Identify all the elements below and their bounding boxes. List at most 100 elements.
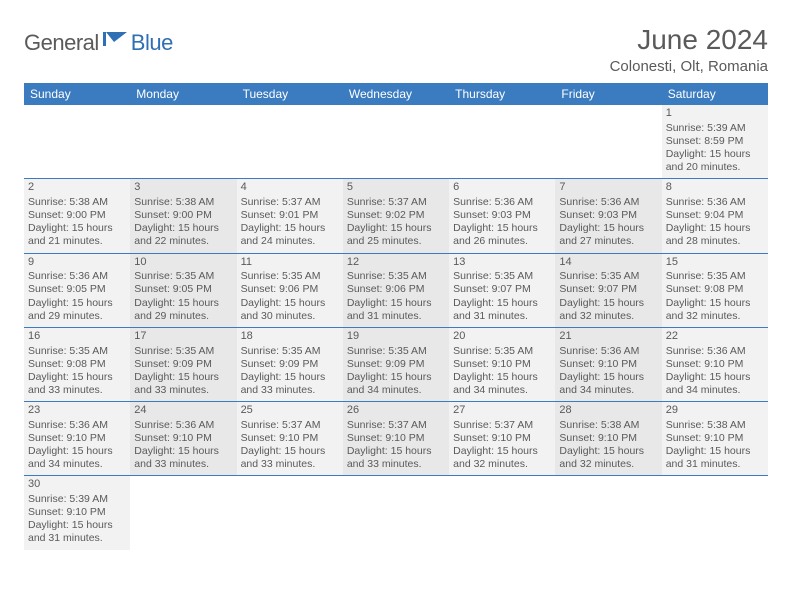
- calendar-cell: 9Sunrise: 5:36 AMSunset: 9:05 PMDaylight…: [24, 254, 130, 327]
- day-detail: Sunset: 9:10 PM: [28, 506, 126, 519]
- day-detail: and 34 minutes.: [347, 384, 445, 397]
- day-detail: Sunset: 8:59 PM: [666, 135, 764, 148]
- weekday-header: Tuesday: [237, 83, 343, 105]
- day-detail: Sunrise: 5:36 AM: [28, 270, 126, 283]
- calendar-cell: 11Sunrise: 5:35 AMSunset: 9:06 PMDayligh…: [237, 254, 343, 327]
- calendar-week: 1Sunrise: 5:39 AMSunset: 8:59 PMDaylight…: [24, 105, 768, 179]
- day-detail: Sunset: 9:01 PM: [241, 209, 339, 222]
- day-detail: Sunrise: 5:38 AM: [559, 419, 657, 432]
- day-detail: Daylight: 15 hours: [347, 222, 445, 235]
- day-number: 4: [241, 181, 339, 195]
- calendar-cell: [24, 105, 130, 178]
- weeks-container: 1Sunrise: 5:39 AMSunset: 8:59 PMDaylight…: [24, 105, 768, 550]
- day-detail: Sunrise: 5:38 AM: [28, 196, 126, 209]
- day-detail: and 21 minutes.: [28, 235, 126, 248]
- calendar-cell: 27Sunrise: 5:37 AMSunset: 9:10 PMDayligh…: [449, 402, 555, 475]
- day-detail: and 22 minutes.: [134, 235, 232, 248]
- day-detail: Sunset: 9:05 PM: [28, 283, 126, 296]
- day-detail: Daylight: 15 hours: [28, 222, 126, 235]
- day-detail: and 31 minutes.: [453, 310, 551, 323]
- day-detail: Sunset: 9:00 PM: [28, 209, 126, 222]
- calendar-cell: 4Sunrise: 5:37 AMSunset: 9:01 PMDaylight…: [237, 179, 343, 252]
- calendar-cell: 28Sunrise: 5:38 AMSunset: 9:10 PMDayligh…: [555, 402, 661, 475]
- weekday-header: Sunday: [24, 83, 130, 105]
- day-number: 16: [28, 330, 126, 344]
- day-number: 7: [559, 181, 657, 195]
- day-detail: Sunset: 9:05 PM: [134, 283, 232, 296]
- day-detail: and 34 minutes.: [559, 384, 657, 397]
- day-detail: Daylight: 15 hours: [241, 297, 339, 310]
- day-detail: Sunrise: 5:36 AM: [28, 419, 126, 432]
- day-detail: Daylight: 15 hours: [559, 297, 657, 310]
- weekday-header: Thursday: [449, 83, 555, 105]
- day-detail: Sunrise: 5:36 AM: [666, 345, 764, 358]
- day-detail: and 33 minutes.: [134, 458, 232, 471]
- day-detail: Daylight: 15 hours: [559, 222, 657, 235]
- title-block: June 2024 Colonesti, Olt, Romania: [610, 24, 768, 75]
- day-detail: Sunrise: 5:36 AM: [559, 345, 657, 358]
- weekday-header: Monday: [130, 83, 236, 105]
- calendar-cell: 2Sunrise: 5:38 AMSunset: 9:00 PMDaylight…: [24, 179, 130, 252]
- day-detail: Sunrise: 5:35 AM: [666, 270, 764, 283]
- day-detail: Daylight: 15 hours: [666, 371, 764, 384]
- day-detail: Daylight: 15 hours: [28, 371, 126, 384]
- day-detail: Daylight: 15 hours: [666, 222, 764, 235]
- day-detail: Daylight: 15 hours: [28, 519, 126, 532]
- day-detail: and 32 minutes.: [453, 458, 551, 471]
- calendar-week: 2Sunrise: 5:38 AMSunset: 9:00 PMDaylight…: [24, 179, 768, 253]
- weekday-header: Saturday: [662, 83, 768, 105]
- day-number: 15: [666, 256, 764, 270]
- day-detail: Daylight: 15 hours: [453, 445, 551, 458]
- calendar-cell: [662, 476, 768, 549]
- day-detail: Sunset: 9:10 PM: [453, 358, 551, 371]
- day-detail: Sunrise: 5:35 AM: [453, 270, 551, 283]
- calendar-cell: [555, 105, 661, 178]
- logo-flag-icon: [103, 29, 129, 52]
- day-number: 11: [241, 256, 339, 270]
- calendar-cell: 12Sunrise: 5:35 AMSunset: 9:06 PMDayligh…: [343, 254, 449, 327]
- day-detail: Daylight: 15 hours: [241, 222, 339, 235]
- day-detail: Sunrise: 5:35 AM: [28, 345, 126, 358]
- day-detail: Sunrise: 5:38 AM: [134, 196, 232, 209]
- day-detail: Daylight: 15 hours: [453, 371, 551, 384]
- day-detail: and 27 minutes.: [559, 235, 657, 248]
- day-detail: and 28 minutes.: [666, 235, 764, 248]
- day-detail: Sunset: 9:06 PM: [347, 283, 445, 296]
- month-title: June 2024: [610, 24, 768, 56]
- day-detail: and 32 minutes.: [559, 310, 657, 323]
- day-detail: Sunset: 9:00 PM: [134, 209, 232, 222]
- day-detail: Sunset: 9:10 PM: [666, 358, 764, 371]
- day-detail: and 34 minutes.: [28, 458, 126, 471]
- day-detail: Daylight: 15 hours: [28, 297, 126, 310]
- calendar-cell: [449, 105, 555, 178]
- calendar-cell: 30Sunrise: 5:39 AMSunset: 9:10 PMDayligh…: [24, 476, 130, 549]
- day-detail: Sunset: 9:10 PM: [559, 432, 657, 445]
- day-number: 1: [666, 107, 764, 121]
- day-detail: Sunrise: 5:37 AM: [453, 419, 551, 432]
- calendar-cell: 25Sunrise: 5:37 AMSunset: 9:10 PMDayligh…: [237, 402, 343, 475]
- day-detail: Sunset: 9:10 PM: [28, 432, 126, 445]
- day-detail: and 31 minutes.: [666, 458, 764, 471]
- day-detail: Sunset: 9:08 PM: [28, 358, 126, 371]
- calendar-cell: 6Sunrise: 5:36 AMSunset: 9:03 PMDaylight…: [449, 179, 555, 252]
- day-detail: Sunrise: 5:35 AM: [241, 270, 339, 283]
- day-detail: Sunrise: 5:38 AM: [666, 419, 764, 432]
- day-detail: Daylight: 15 hours: [666, 148, 764, 161]
- day-number: 14: [559, 256, 657, 270]
- calendar-cell: [237, 105, 343, 178]
- day-detail: and 33 minutes.: [347, 458, 445, 471]
- day-number: 18: [241, 330, 339, 344]
- day-detail: Sunset: 9:03 PM: [559, 209, 657, 222]
- day-detail: Daylight: 15 hours: [28, 445, 126, 458]
- day-number: 19: [347, 330, 445, 344]
- day-detail: Sunset: 9:07 PM: [453, 283, 551, 296]
- day-detail: Sunset: 9:04 PM: [666, 209, 764, 222]
- calendar-grid: SundayMondayTuesdayWednesdayThursdayFrid…: [24, 83, 768, 550]
- calendar-week: 16Sunrise: 5:35 AMSunset: 9:08 PMDayligh…: [24, 328, 768, 402]
- day-detail: and 34 minutes.: [666, 384, 764, 397]
- day-detail: Sunset: 9:10 PM: [347, 432, 445, 445]
- day-number: 6: [453, 181, 551, 195]
- logo-text-blue: Blue: [131, 30, 173, 56]
- day-detail: Sunrise: 5:35 AM: [241, 345, 339, 358]
- day-detail: and 33 minutes.: [241, 458, 339, 471]
